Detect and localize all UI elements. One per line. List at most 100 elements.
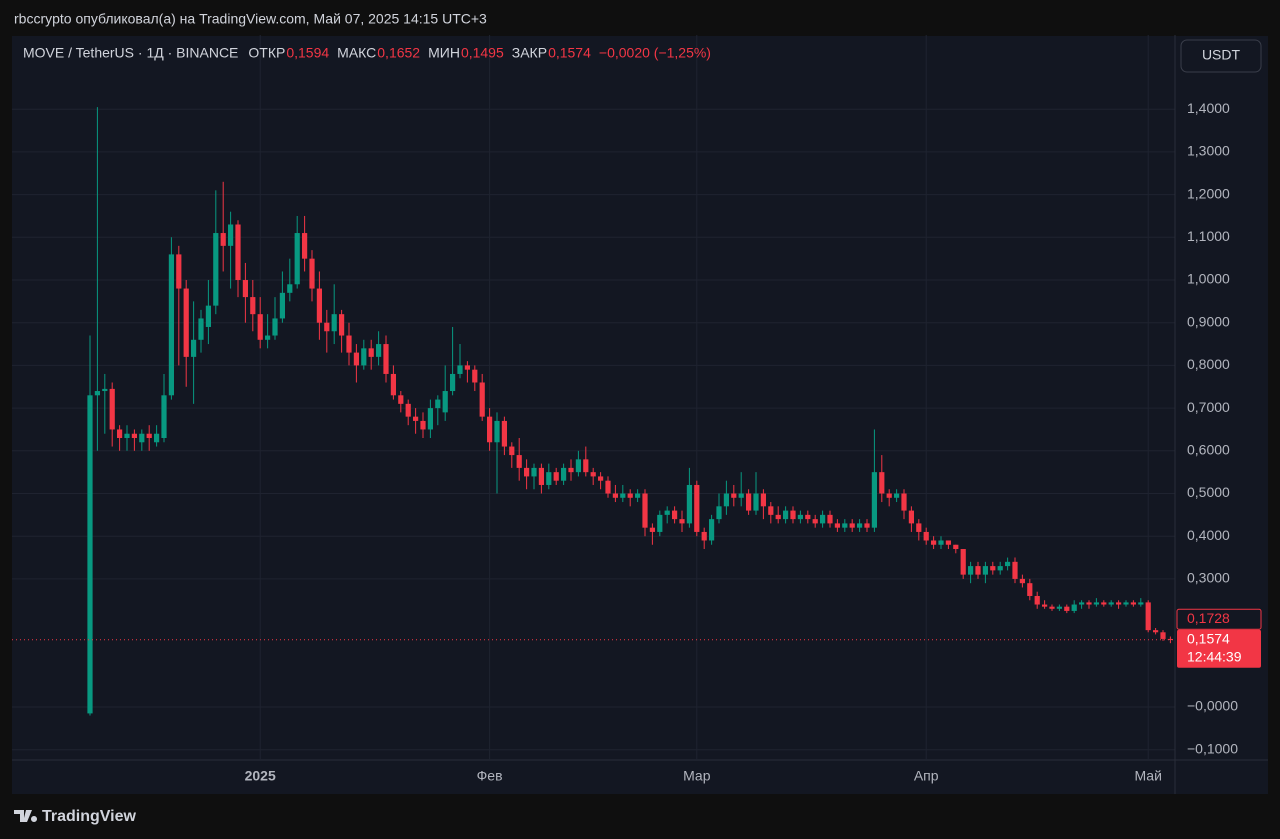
candle-body [531,467,537,477]
candle-body [1005,561,1011,567]
legend-text: −0,0020 (−1,25%) [599,45,711,61]
candle-body [864,523,870,528]
candle-body [265,335,271,340]
candle-body [894,493,900,498]
candle-body [316,288,322,323]
candle-body [191,339,197,357]
candle-body [346,335,352,353]
candle-body [1064,606,1070,611]
y-tick-label: 0,4000 [1187,527,1230,543]
candle-body [176,254,182,289]
candle-body [161,395,167,439]
candle-body [923,531,929,541]
candle-body [450,373,456,392]
candle-body [812,519,818,524]
legend-text: 0,1652 [377,45,420,61]
y-tick-label: −0,1000 [1187,740,1238,756]
candle-body [953,544,959,550]
currency-button[interactable] [1180,39,1262,73]
candle-body [753,493,759,511]
candle-body [376,344,382,357]
x-tick-label: 2025 [245,768,276,784]
candle-body [783,510,789,520]
y-tick-label: 1,2000 [1187,185,1230,201]
candle-body [398,395,404,404]
candle-body [649,527,655,532]
candle-body [368,348,374,357]
candle-body [672,510,678,520]
candle-body [642,493,648,528]
candle-body [1027,583,1033,596]
candle-body [427,408,433,430]
y-tick-label: 1,3000 [1187,143,1230,159]
candle-body [1019,578,1025,584]
candle-body [146,433,152,439]
legend-text: ЗАКР [512,45,547,61]
candle-body [746,493,752,511]
candle-body [901,493,907,511]
legend-text: ОТКР [248,45,285,61]
candle-body [205,305,211,327]
candle-body [124,433,130,439]
candle-body [731,493,737,498]
price-label: 0,1728 [1187,610,1230,626]
candle-body [975,566,981,575]
countdown: 12:44:39 [1187,649,1242,665]
candle-body [1056,606,1062,609]
price-label-box [1176,608,1262,630]
y-tick-label: 0,9000 [1187,313,1230,329]
candle-body [168,254,174,396]
candle-body [627,493,633,498]
candle-body [768,506,774,515]
candle-body [797,514,803,520]
candle-body [494,420,500,443]
candle-body [701,531,707,541]
candle-body [723,493,729,507]
candle-body [1093,602,1099,605]
candle-body [760,493,766,507]
candle-body [1034,595,1040,605]
candle-body [213,233,219,306]
candle-body [420,420,426,430]
candle-body [1049,606,1055,609]
candle-body [568,467,574,473]
candle-body [405,403,411,417]
candle-body [575,459,581,473]
footer-brand: TradingView [42,808,137,825]
candle-body [524,467,530,477]
candle-body [339,314,345,336]
candle-body [931,540,937,545]
currency[interactable]: USDT [1202,47,1241,63]
candle-body [457,365,463,374]
candle-body [1042,604,1048,607]
candle-body [198,318,204,340]
candle-body [242,280,248,298]
candle-body [117,429,123,439]
candle-body [272,318,278,336]
candle-body [849,523,855,528]
candle-body [250,297,256,315]
candle-body [109,388,115,430]
candle-body [1167,638,1173,640]
candle-body [294,233,300,285]
candle-body [1079,602,1085,605]
candle-body [479,382,485,417]
candle-body [257,314,263,340]
candle-body [361,348,367,366]
candle-body [1123,602,1129,605]
x-tick-label: Апр [914,768,939,784]
candle-body [553,472,559,481]
candle-body [1012,561,1018,579]
candle-body [331,314,337,332]
legend-text: 0,1574 [548,45,591,61]
candle-body [139,433,145,443]
legend: MOVE / TetherUS · 1Д · BINANCE ОТКР 0,1594… [23,45,711,61]
candle-body [87,395,93,714]
candle-body [413,416,419,421]
candle-body [509,446,515,456]
candle-body [1108,602,1114,605]
candle-body [131,433,137,439]
last-price-box [1177,629,1261,668]
legend-text: 0,1594 [286,45,329,61]
